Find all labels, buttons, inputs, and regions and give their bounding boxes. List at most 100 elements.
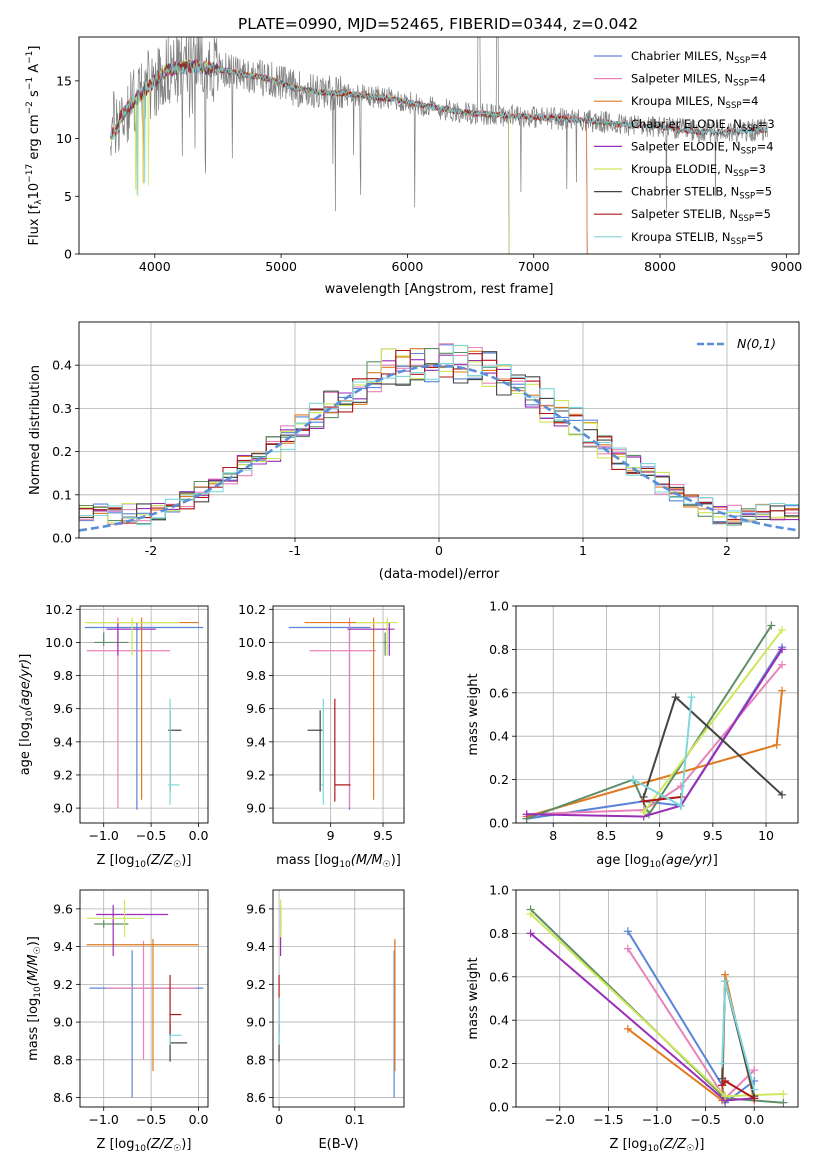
x-tick-label: -2 (145, 543, 157, 558)
y-tick-label: 0.4 (52, 358, 72, 373)
legend-label: Salpeter STELIB, NSSP=5 (631, 207, 771, 224)
x-tick-label: −0.5 (136, 1112, 166, 1127)
x-axis-label: Z [log10(Z/Z☉)] (97, 853, 192, 870)
weight-marker (772, 740, 781, 749)
y-tick-label: 0.0 (489, 1100, 509, 1115)
x-tick-label: 9 (327, 828, 335, 843)
model-spectrum-kroupa-stelib (110, 60, 768, 196)
legend-label: N(0,1) (737, 336, 776, 351)
y-axis-label: age [log10(age/yr)] (18, 654, 35, 776)
x-tick-label: −1.5 (593, 1112, 623, 1127)
y-tick-label: 8.8 (246, 1052, 266, 1067)
x-tick-label: 0.0 (189, 1112, 209, 1127)
weight-marker (779, 1098, 788, 1107)
y-tick-label: 10.2 (238, 602, 266, 617)
weight-marker (779, 1089, 788, 1098)
x-axis-label: Z [log10(Z/Z☉)] (97, 1137, 192, 1154)
y-axis-label: Normed distribution (28, 365, 43, 495)
legend-label: Chabrier MILES, NSSP=4 (631, 49, 767, 66)
y-tick-label: 8.6 (246, 1090, 266, 1105)
weight-marker (526, 909, 535, 918)
legend-label: Kroupa ELODIE, NSSP=3 (631, 162, 766, 179)
weight-marker (623, 927, 632, 936)
x-tick-label: 6000 (392, 259, 424, 274)
x-tick-label: −1.0 (89, 1112, 119, 1127)
axes-frame (515, 605, 799, 824)
x-tick-label: 0.0 (189, 828, 209, 843)
x-tick-label: 8.5 (597, 828, 617, 843)
y-tick-label: 0.6 (489, 969, 509, 984)
x-axis-label: Z [log10(Z/Z☉)] (610, 1137, 705, 1154)
axes-frame (515, 889, 799, 1108)
weight-marker (778, 645, 787, 654)
y-tick-label: 9.6 (53, 901, 73, 916)
weight-marker (718, 1081, 727, 1090)
x-axis-label: E(B-V) (318, 1137, 358, 1152)
y-tick-label: 9.4 (53, 734, 73, 749)
spectrum-legend: Chabrier MILES, NSSP=4 Salpeter MILES, NS… (594, 49, 775, 247)
y-tick-label: 0.4 (489, 729, 509, 744)
x-tick-label: 10 (758, 828, 774, 843)
x-tick-label: −1.0 (642, 1112, 672, 1127)
y-tick-label: 9.6 (53, 701, 73, 716)
weight-marker (623, 944, 632, 953)
weight-line-chabrier-stelib (721, 980, 756, 1097)
y-tick-label: 9.2 (53, 977, 73, 992)
figure-title: PLATE=0990, MJD=52465, FIBERID=0344, z=0… (238, 15, 638, 33)
axes-frame (78, 321, 800, 539)
y-tick-label: 0.0 (489, 816, 509, 831)
weight-line-kroupa-elodie (642, 629, 783, 813)
y-tick-label: 9.4 (246, 939, 266, 954)
weight-marker (750, 1094, 759, 1103)
weight-marker (718, 1059, 727, 1068)
y-tick-label: 9.4 (246, 734, 266, 749)
plot-area (522, 621, 787, 823)
x-axis-label: (data-model)/error (379, 567, 500, 582)
y-tick-label: 0.2 (489, 1056, 509, 1071)
x-tick-label: 0 (435, 543, 443, 558)
axes-frame (272, 889, 405, 1108)
weight-line-salpeter-miles (526, 663, 783, 816)
y-axis-label: mass weight (466, 673, 481, 755)
plot-area (288, 617, 398, 810)
y-tick-label: 0 (64, 247, 72, 262)
y-tick-label: 0.3 (52, 401, 72, 416)
x-axis-label: age [log10(age/yr)] (596, 853, 718, 870)
age-vs-Z-panel: −1.0 −0.5 0.0 9.0 9.2 9.4 9.6 9.8 10.0 10.2 Z [log… (18, 602, 208, 870)
y-tick-label: 9.8 (53, 668, 73, 683)
weight-marker (778, 686, 787, 695)
y-tick-label: 8.6 (53, 1090, 73, 1105)
y-tick-label: 10.0 (238, 635, 266, 650)
y-tick-label: 0.2 (52, 444, 72, 459)
weight-marker (750, 1085, 759, 1094)
weight-marker (629, 775, 638, 784)
y-tick-label: 9.0 (246, 1015, 266, 1030)
x-tick-label: 8 (549, 828, 557, 843)
plot-area (86, 899, 204, 1098)
weight-marker (721, 1092, 730, 1101)
y-tick-label: 9.0 (53, 1015, 73, 1030)
x-axis-label: mass [log10(M/M☉)] (276, 853, 401, 870)
y-axis-label: mass weight (466, 957, 481, 1039)
weight-marker (639, 808, 648, 817)
weight-marker (778, 660, 787, 669)
weight-marker (767, 621, 776, 630)
normal-curve (79, 364, 799, 532)
y-tick-label: 0.4 (489, 1013, 509, 1028)
legend-label: Kroupa STELIB, NSSP=5 (631, 230, 763, 247)
y-tick-label: 0.0 (52, 531, 72, 546)
weight-marker (671, 693, 680, 702)
weight-line-chabrier-miles (526, 646, 783, 820)
y-tick-label: 0.1 (52, 487, 72, 502)
weight-marker (778, 790, 787, 799)
y-tick-label: 9.4 (53, 939, 73, 954)
x-tick-label: 9.5 (373, 828, 393, 843)
weight-marker (526, 929, 535, 938)
x-tick-label: 0 (275, 1112, 283, 1127)
weight-marker (721, 977, 730, 986)
weight-marker (750, 1066, 759, 1075)
y-tick-label: 9.6 (246, 901, 266, 916)
y-tick-label: 9.0 (246, 801, 266, 816)
x-tick-label: −1.0 (89, 828, 119, 843)
